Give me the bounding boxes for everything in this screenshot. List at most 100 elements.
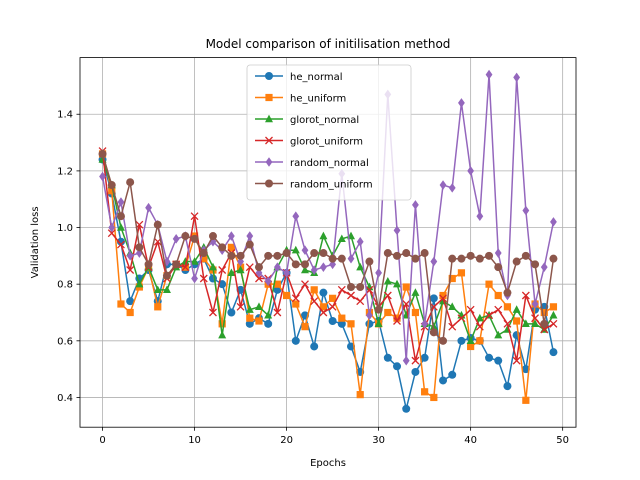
data-point — [383, 276, 392, 285]
series-layer — [98, 69, 558, 413]
data-point — [291, 336, 300, 345]
data-point — [512, 305, 521, 313]
legend-label: glorot_uniform — [290, 137, 363, 148]
data-point — [301, 280, 309, 289]
data-point — [328, 254, 337, 263]
legend-marker — [265, 93, 273, 102]
data-point — [153, 285, 162, 294]
data-point — [402, 283, 410, 291]
data-point — [494, 291, 502, 300]
data-point — [329, 294, 337, 302]
legend-item-random_uniform: random_uniform — [255, 179, 373, 191]
data-point — [466, 305, 475, 314]
data-point — [245, 319, 254, 328]
data-point — [513, 72, 521, 83]
data-point — [439, 294, 447, 303]
data-point — [531, 260, 540, 269]
legend-item-glorot_normal: glorot_normal — [255, 114, 359, 126]
y-tick-label: 0.8 — [57, 280, 73, 291]
data-point — [467, 166, 475, 176]
legend-marker — [265, 157, 273, 167]
data-point — [227, 268, 236, 277]
series-random_uniform — [98, 149, 558, 345]
data-point — [494, 305, 503, 314]
data-point — [264, 251, 273, 260]
data-point — [218, 330, 227, 339]
data-point — [172, 234, 180, 244]
data-point — [365, 319, 374, 328]
data-point — [135, 243, 144, 252]
data-point — [255, 317, 263, 325]
data-point — [531, 299, 539, 309]
data-point — [255, 274, 263, 283]
data-point — [282, 249, 291, 258]
data-point — [475, 313, 484, 322]
data-point — [457, 336, 466, 345]
data-point — [356, 391, 364, 399]
data-point — [531, 319, 540, 328]
data-point — [356, 283, 365, 292]
data-point — [282, 291, 291, 300]
data-point — [117, 197, 125, 207]
legend-marker — [265, 179, 273, 188]
data-point — [245, 263, 254, 272]
y-axis-title: Validation loss — [30, 206, 41, 278]
legend: he_normal he_uniform glorot_normal glorot_u… — [246, 64, 412, 201]
data-point — [540, 262, 548, 272]
data-point — [116, 212, 125, 221]
data-point — [448, 183, 456, 193]
data-point — [337, 234, 346, 243]
data-point — [448, 322, 457, 331]
data-point — [429, 294, 438, 303]
data-point — [218, 320, 226, 328]
data-point — [273, 262, 281, 272]
data-point — [421, 388, 429, 396]
legend-label: glorot_normal — [290, 115, 359, 126]
data-point — [135, 279, 144, 288]
data-point — [475, 322, 484, 331]
data-point — [475, 254, 484, 263]
data-point — [448, 302, 457, 311]
data-point — [402, 300, 411, 308]
data-point — [208, 274, 217, 283]
data-point — [181, 257, 190, 265]
data-point — [375, 268, 383, 278]
data-point — [458, 98, 465, 108]
data-point — [199, 249, 208, 258]
data-point — [227, 251, 236, 260]
data-point — [521, 291, 530, 300]
data-point — [503, 303, 512, 311]
data-point — [466, 336, 475, 345]
data-point — [300, 260, 309, 269]
data-point — [356, 262, 365, 271]
data-point — [393, 362, 402, 371]
x-tick-label: 0 — [99, 435, 105, 446]
legend-item-glorot_uniform: glorot_uniform — [255, 137, 363, 148]
data-point — [347, 291, 355, 300]
data-point — [108, 222, 116, 233]
data-point — [476, 211, 484, 222]
data-point — [420, 249, 429, 258]
data-point — [485, 69, 493, 80]
data-point — [116, 223, 125, 231]
data-point — [264, 310, 273, 319]
data-point — [209, 308, 217, 317]
x-tick-label: 50 — [556, 435, 569, 446]
data-point — [521, 251, 530, 260]
data-point — [512, 356, 521, 365]
data-point — [246, 314, 254, 322]
data-point — [421, 319, 429, 329]
data-point — [540, 325, 549, 334]
data-point — [310, 249, 319, 258]
data-point — [254, 263, 263, 272]
data-point — [356, 236, 364, 247]
data-point — [236, 251, 245, 260]
data-point — [439, 291, 447, 300]
data-point — [430, 256, 438, 267]
data-point — [199, 274, 208, 283]
data-point — [218, 243, 227, 252]
data-point — [227, 308, 236, 317]
data-point — [291, 294, 300, 303]
data-point — [154, 303, 162, 311]
